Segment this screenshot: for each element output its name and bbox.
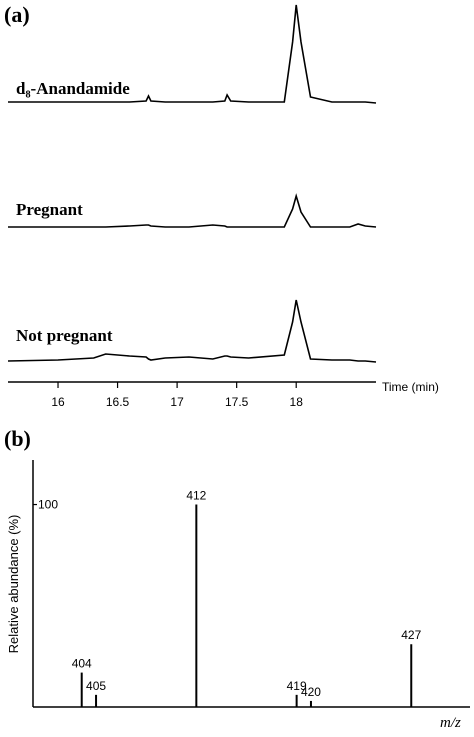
panel-label: (b) [4, 426, 31, 451]
trace-label: Not pregnant [16, 326, 113, 345]
trace-label: Pregnant [16, 200, 83, 219]
x-axis-label: m/z [440, 715, 461, 731]
x-tick-label: 16.5 [106, 395, 130, 409]
trace-label: d₈-Anandamide [16, 79, 130, 98]
x-tick-label: 17.5 [225, 395, 249, 409]
peak-label: 404 [72, 657, 92, 671]
y-axis-label: Relative abundance (%) [6, 515, 21, 654]
x-axis-label: Time (min) [382, 380, 439, 394]
peak-label: 419 [287, 679, 307, 693]
peak-label: 420 [301, 685, 321, 699]
peak-label: 405 [86, 679, 106, 693]
x-tick-label: 16 [51, 395, 65, 409]
y-tick-label: 100 [38, 498, 58, 512]
x-tick-label: 17 [170, 395, 184, 409]
trace [8, 4, 377, 104]
trace [7, 299, 377, 363]
peak-label: 427 [401, 628, 421, 642]
x-tick-label: 18 [290, 395, 304, 409]
trace [8, 193, 377, 228]
panel-label: (a) [4, 2, 30, 27]
peak-label: 412 [186, 489, 206, 503]
